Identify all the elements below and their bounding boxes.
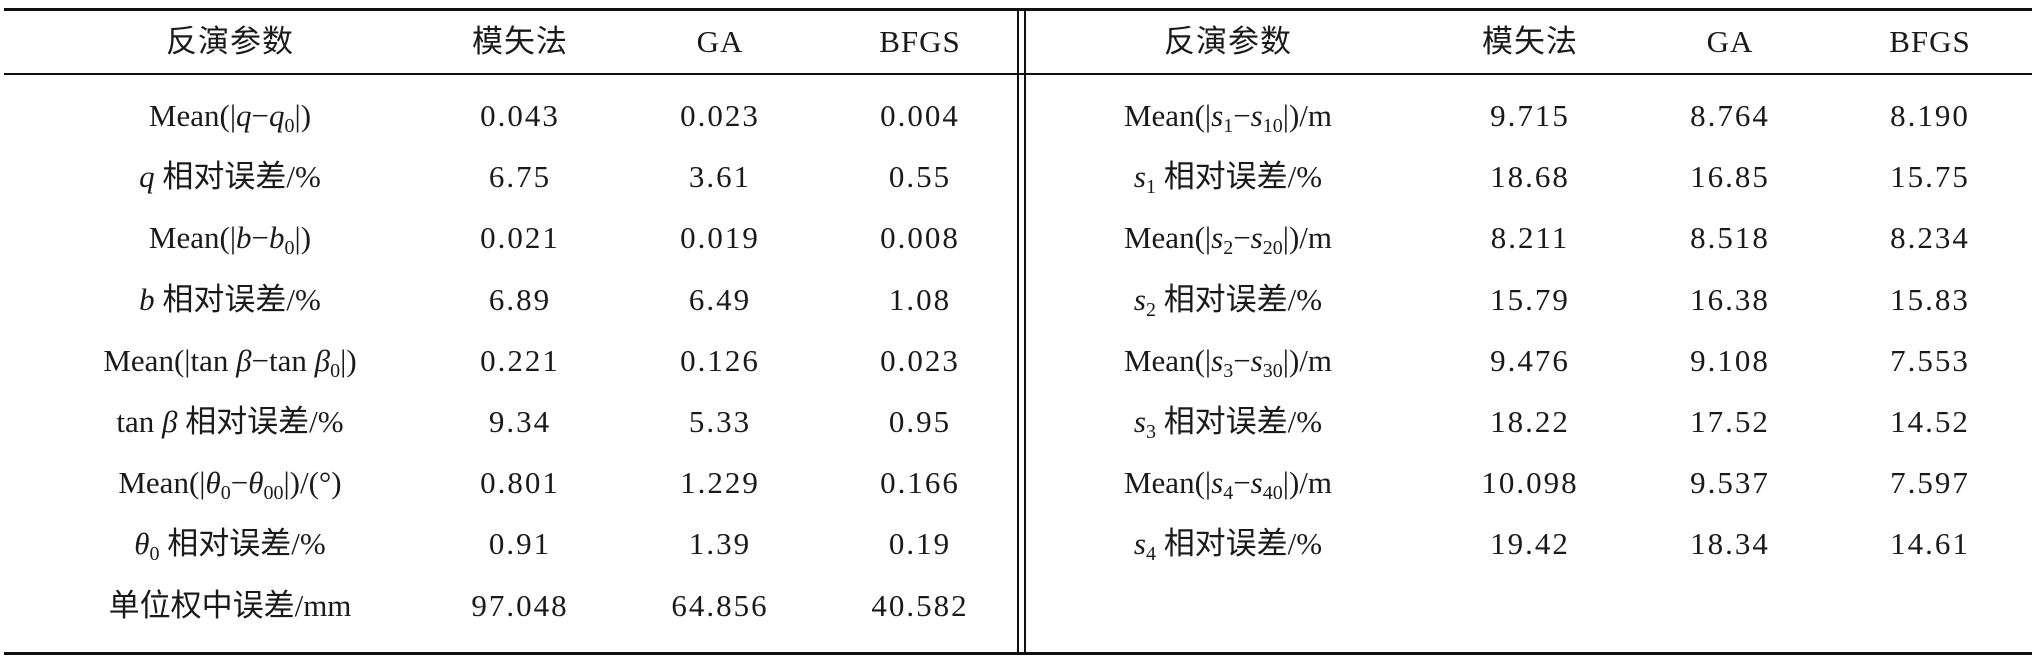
left-row-7-ga-cell: 1.229 bbox=[680, 465, 760, 500]
right-row-4-bfgs-cell: 15.83 bbox=[1890, 282, 1970, 317]
left-row-5-ga-cell: 0.126 bbox=[680, 343, 760, 378]
divider-line-2 bbox=[1024, 10, 1026, 653]
right-row-2-pattern-search-cell: 18.68 bbox=[1490, 159, 1570, 194]
left-header-bfgs: BFGS bbox=[879, 24, 961, 59]
left-header-ga: GA bbox=[696, 24, 744, 59]
left-row-6-bfgs-cell: 0.95 bbox=[888, 404, 952, 439]
left-row-9-bfgs-cell: 40.582 bbox=[871, 588, 969, 623]
right-row-3-bfgs-cell: 8.234 bbox=[1890, 220, 1970, 255]
left-row-4-ga-cell: 6.49 bbox=[688, 282, 752, 317]
left-row-1-ga-cell: 0.023 bbox=[680, 98, 760, 133]
right-row-5-pattern-search-cell: 9.476 bbox=[1490, 343, 1570, 378]
left-row-8-bfgs-cell: 0.19 bbox=[888, 526, 952, 561]
left-row-4-bfgs-cell: 1.08 bbox=[888, 282, 952, 317]
left-row-9-param-cell: 单位权中误差/mm bbox=[108, 588, 352, 623]
right-row-7-ga-cell: 9.537 bbox=[1690, 465, 1770, 500]
left-row-9-pattern-search-cell: 97.048 bbox=[471, 588, 569, 623]
left-row-8-ga-cell: 1.39 bbox=[688, 526, 752, 561]
left-row-7-param-cell: Mean(|θ0−θ00|)/(°) bbox=[118, 465, 342, 504]
left-row-7-pattern-search-cell: 0.801 bbox=[480, 465, 560, 500]
right-row-8-pattern-search-cell: 19.42 bbox=[1490, 526, 1570, 561]
right-row-7-param-cell: Mean(|s4−s40|)/m bbox=[1123, 465, 1333, 504]
left-row-3-ga-cell: 0.019 bbox=[680, 220, 760, 255]
left-row-8-pattern-search-cell: 0.91 bbox=[488, 526, 552, 561]
right-row-4-pattern-search-cell: 15.79 bbox=[1490, 282, 1570, 317]
right-header-pattern: 模矢法 bbox=[1482, 24, 1578, 59]
right-row-5-bfgs-cell: 7.553 bbox=[1890, 343, 1970, 378]
right-row-2-ga-cell: 16.85 bbox=[1690, 159, 1770, 194]
left-row-2-pattern-search-cell: 6.75 bbox=[488, 159, 552, 194]
right-row-1-param-cell: Mean(|s1−s10|)/m bbox=[1123, 98, 1333, 137]
left-row-4-pattern-search-cell: 6.89 bbox=[488, 282, 552, 317]
left-row-3-bfgs-cell: 0.008 bbox=[880, 220, 960, 255]
left-header-param: 反演参数 bbox=[166, 24, 294, 59]
divider-line-1 bbox=[1017, 10, 1019, 653]
left-row-4-param-cell: b 相对误差/% bbox=[139, 282, 321, 317]
right-row-5-param-cell: Mean(|s3−s30|)/m bbox=[1123, 343, 1333, 382]
right-row-6-bfgs-cell: 14.52 bbox=[1890, 404, 1970, 439]
right-row-6-pattern-search-cell: 18.22 bbox=[1490, 404, 1570, 439]
left-row-1-param-cell: Mean(|q−q0|) bbox=[148, 98, 312, 137]
right-row-1-ga-cell: 8.764 bbox=[1690, 98, 1770, 133]
left-row-2-bfgs-cell: 0.55 bbox=[888, 159, 952, 194]
bottom-rule bbox=[4, 652, 2032, 655]
left-row-8-param-cell: θ0 相对误差/% bbox=[134, 526, 326, 565]
left-row-5-bfgs-cell: 0.023 bbox=[880, 343, 960, 378]
left-row-1-bfgs-cell: 0.004 bbox=[880, 98, 960, 133]
left-row-3-pattern-search-cell: 0.021 bbox=[480, 220, 560, 255]
right-row-8-bfgs-cell: 14.61 bbox=[1890, 526, 1970, 561]
right-row-7-bfgs-cell: 7.597 bbox=[1890, 465, 1970, 500]
left-header-pattern: 模矢法 bbox=[472, 24, 568, 59]
right-header-bfgs: BFGS bbox=[1889, 24, 1971, 59]
right-row-2-param-cell: s1 相对误差/% bbox=[1133, 159, 1323, 198]
right-row-2-bfgs-cell: 15.75 bbox=[1890, 159, 1970, 194]
left-row-5-pattern-search-cell: 0.221 bbox=[480, 343, 560, 378]
left-row-7-bfgs-cell: 0.166 bbox=[880, 465, 960, 500]
left-row-6-pattern-search-cell: 9.34 bbox=[488, 404, 552, 439]
left-row-2-ga-cell: 3.61 bbox=[688, 159, 752, 194]
left-row-9-ga-cell: 64.856 bbox=[671, 588, 769, 623]
right-header-param: 反演参数 bbox=[1164, 24, 1292, 59]
left-row-2-param-cell: q 相对误差/% bbox=[139, 159, 321, 194]
top-rule bbox=[4, 8, 2032, 11]
right-row-8-ga-cell: 18.34 bbox=[1690, 526, 1770, 561]
right-row-3-param-cell: Mean(|s2−s20|)/m bbox=[1123, 220, 1333, 259]
right-row-4-ga-cell: 16.38 bbox=[1690, 282, 1770, 317]
right-row-7-pattern-search-cell: 10.098 bbox=[1481, 465, 1579, 500]
left-row-1-pattern-search-cell: 0.043 bbox=[480, 98, 560, 133]
right-row-4-param-cell: s2 相对误差/% bbox=[1133, 282, 1323, 321]
left-row-6-ga-cell: 5.33 bbox=[688, 404, 752, 439]
right-row-8-param-cell: s4 相对误差/% bbox=[1133, 526, 1323, 565]
right-row-5-ga-cell: 9.108 bbox=[1690, 343, 1770, 378]
right-row-6-param-cell: s3 相对误差/% bbox=[1133, 404, 1323, 443]
right-row-3-pattern-search-cell: 8.211 bbox=[1490, 220, 1570, 255]
left-row-3-param-cell: Mean(|b−b0|) bbox=[148, 220, 312, 259]
right-row-6-ga-cell: 17.52 bbox=[1690, 404, 1770, 439]
right-row-3-ga-cell: 8.518 bbox=[1690, 220, 1770, 255]
right-row-1-bfgs-cell: 8.190 bbox=[1890, 98, 1970, 133]
left-row-5-param-cell: Mean(|tan β−tan β0|) bbox=[103, 343, 357, 382]
left-row-6-param-cell: tan β 相对误差/% bbox=[116, 404, 344, 439]
right-header-ga: GA bbox=[1706, 24, 1754, 59]
right-row-1-pattern-search-cell: 9.715 bbox=[1490, 98, 1570, 133]
